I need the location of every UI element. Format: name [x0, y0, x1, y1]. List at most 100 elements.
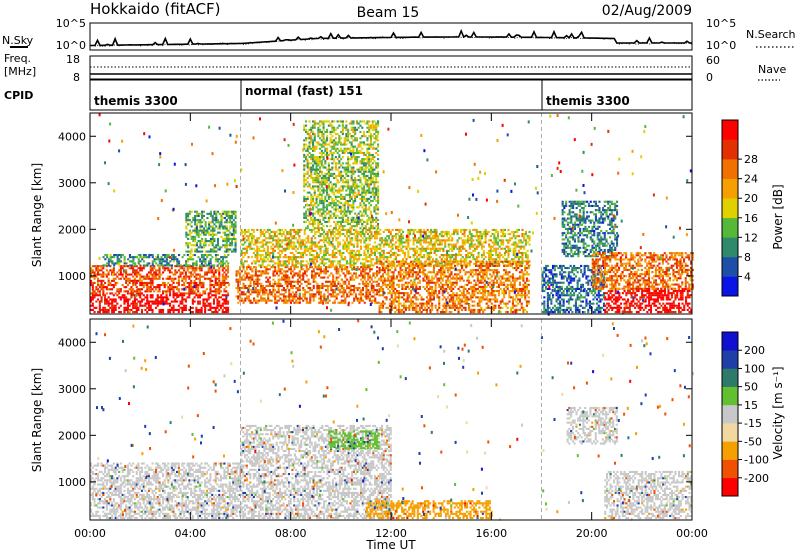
power-marks-cell: [310, 254, 313, 257]
power-marks-cell: [172, 286, 175, 289]
power-marks-cell: [298, 245, 301, 248]
power-marks-cell: [340, 193, 343, 196]
power-marks-cell: [312, 133, 315, 136]
power-marks-cell: [353, 291, 356, 294]
power-marks-cell: [403, 251, 406, 254]
power-marks-cell: [352, 139, 355, 142]
power-marks-cell: [187, 219, 190, 222]
power-marks-cell: [364, 168, 367, 171]
power-marks-cell: [364, 158, 367, 161]
power-marks-cell: [516, 230, 519, 233]
power-marks-cell: [268, 235, 271, 238]
power-marks-cell: [329, 189, 332, 192]
power-marks-cell: [219, 286, 222, 289]
power-marks-cell: [318, 291, 321, 294]
power-marks-cell: [178, 262, 181, 265]
power-marks-cell: [240, 239, 243, 242]
power-marks-cell: [306, 149, 309, 152]
power-marks-cell: [428, 247, 431, 250]
power-marks-cell: [340, 185, 343, 188]
power-marks-cell: [169, 260, 172, 263]
power-marks-cell: [414, 258, 417, 261]
power-marks-cell: [221, 298, 224, 301]
power-marks-cell: [267, 280, 270, 283]
power-marks-cell: [382, 249, 385, 252]
power-marks-cell: [296, 272, 299, 275]
power-marks-cell: [190, 235, 193, 238]
power-marks-cell: [321, 284, 324, 287]
power-marks-cell: [348, 158, 351, 161]
power-marks-cell: [326, 266, 329, 269]
power-marks-cell: [319, 202, 322, 205]
power-marks-cell: [277, 251, 280, 254]
power-marks-cell: [268, 291, 271, 294]
power-marks-cell: [333, 280, 336, 283]
power-marks-cell: [303, 183, 306, 186]
power-marks-cell: [254, 291, 257, 294]
power-marks-cell: [467, 239, 470, 242]
power-marks-cell: [470, 245, 473, 248]
power-marks-cell: [312, 225, 315, 228]
power-marks-cell: [93, 290, 96, 293]
power-marks-cell: [126, 300, 129, 303]
power-marks-cell: [319, 191, 322, 194]
power-marks-cell: [463, 258, 466, 261]
power-marks-cell: [240, 270, 243, 273]
power-marks-cell: [396, 239, 399, 242]
power-marks-cell: [318, 297, 321, 300]
power-marks-cell: [357, 168, 360, 171]
power-marks-cell: [300, 251, 303, 254]
power-marks-cell: [424, 249, 427, 252]
power-marks-cell: [112, 269, 115, 272]
power-marks-cell: [282, 289, 285, 292]
power-marks-cell: [437, 237, 440, 240]
power-marks-cell: [430, 239, 433, 242]
power-marks-cell: [347, 137, 350, 140]
power-marks-cell: [359, 130, 362, 133]
power-marks-cell: [282, 297, 285, 300]
power-marks-cell: [195, 273, 198, 276]
power-marks-cell: [106, 256, 109, 259]
power-marks-cell: [176, 300, 179, 303]
power-marks-cell: [162, 311, 165, 314]
power-marks-cell: [326, 206, 329, 209]
power-marks-cell: [223, 284, 226, 287]
power-marks-cell: [216, 264, 219, 267]
power-marks-cell: [176, 258, 179, 261]
power-marks-cell: [249, 301, 252, 304]
power-marks-cell: [305, 266, 308, 269]
power-marks-cell: [148, 254, 151, 257]
power-marks-cell: [359, 145, 362, 148]
power-marks-cell: [93, 306, 96, 309]
power-marks-cell: [260, 284, 263, 287]
power-marks-cell: [102, 306, 105, 309]
power-marks-cell: [282, 287, 285, 290]
power-marks-cell: [305, 245, 308, 248]
power-marks-cell: [528, 237, 531, 240]
power-marks-cell: [307, 241, 310, 244]
power-marks-cell: [359, 162, 362, 165]
power-marks-cell: [341, 185, 344, 188]
power-marks-cell: [315, 147, 318, 150]
power-marks-cell: [340, 164, 343, 167]
power-marks-cell: [204, 308, 207, 311]
power-marks-cell: [363, 268, 366, 271]
power-marks-cell: [188, 250, 191, 253]
power-marks-cell: [370, 247, 373, 250]
power-marks-cell: [172, 273, 175, 276]
power-marks-cell: [90, 298, 93, 301]
power-marks-cell: [376, 272, 379, 275]
power-marks-cell: [354, 133, 357, 136]
power-marks-cell: [247, 287, 250, 290]
power-marks-cell: [286, 247, 289, 250]
power-marks-cell: [341, 166, 344, 169]
power-marks-cell: [338, 160, 341, 163]
power-marks-cell: [223, 300, 226, 303]
power-marks-cell: [121, 296, 124, 299]
power-marks-cell: [286, 282, 289, 285]
power-marks-cell: [316, 256, 319, 259]
power-marks-cell: [317, 254, 320, 257]
power-marks-cell: [325, 272, 328, 275]
power-marks-cell: [273, 262, 276, 265]
power-marks-cell: [344, 280, 347, 283]
